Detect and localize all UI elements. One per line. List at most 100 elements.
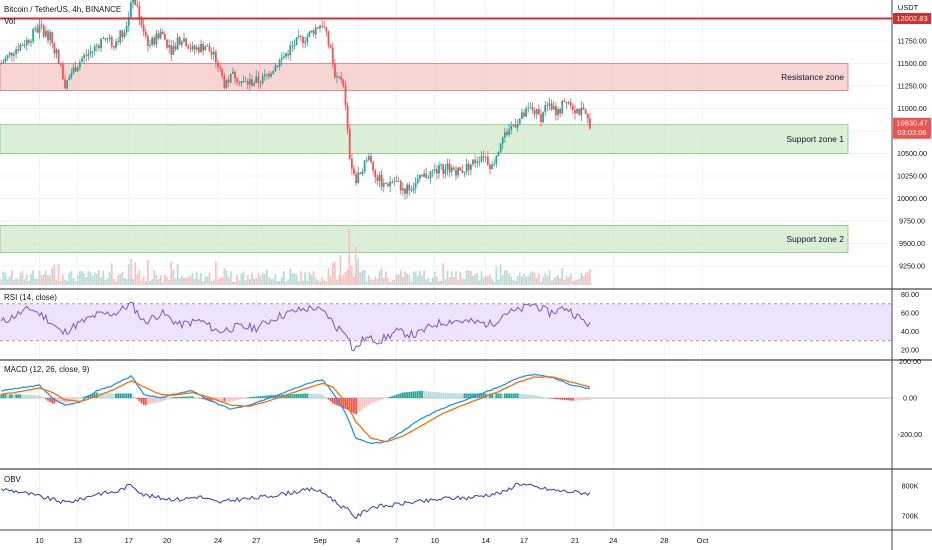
macd-hist-bar — [8, 394, 11, 398]
macd-hist-bar — [431, 391, 434, 398]
candle-body — [183, 38, 185, 42]
macd-hist-bar — [588, 398, 591, 400]
support-zone-1-label: Support zone 1 — [786, 134, 844, 144]
volume-bar — [499, 264, 502, 285]
macd-axis[interactable]: 200.00 0.00 -200.00 — [898, 357, 922, 439]
candle-body — [259, 82, 262, 84]
candle-body — [13, 54, 15, 56]
macd-hist-bar — [287, 394, 290, 398]
volume-bar — [55, 279, 58, 285]
candle-body — [584, 109, 587, 114]
volume-bar — [176, 263, 179, 285]
macd-hist-bar — [246, 397, 249, 399]
macd-hist-bar — [151, 398, 154, 404]
candle-body — [554, 106, 557, 116]
volume-bar — [338, 275, 341, 285]
macd-hist-bar — [452, 393, 455, 398]
candle-body — [327, 31, 330, 45]
volume-bar — [384, 271, 387, 285]
candle-body — [484, 156, 487, 158]
candle-body — [119, 30, 122, 43]
obv-axis[interactable]: 800K 700K — [902, 482, 919, 521]
macd-hist-bar — [363, 398, 366, 409]
candle-body — [582, 107, 585, 110]
macd-hist-bar — [537, 396, 540, 398]
time-tick-label: 24 — [214, 536, 222, 545]
volume-bar — [433, 271, 436, 285]
rsi-line — [0, 301, 591, 352]
macd-hist-bar — [319, 394, 321, 398]
volume-bar — [297, 281, 300, 285]
candle-body — [329, 44, 332, 48]
candle-body — [285, 53, 287, 57]
volume-bar — [314, 277, 317, 285]
candle-body — [47, 31, 49, 41]
price-tick-label: 9750.00 — [899, 217, 925, 226]
macd-hist-bar — [19, 394, 22, 398]
macd-hist-bar — [229, 398, 232, 402]
macd-hist-bar — [391, 396, 394, 398]
macd-hist-bar — [242, 398, 245, 399]
candle-body — [34, 28, 37, 30]
candle-body — [293, 44, 296, 46]
candle-body — [448, 163, 451, 173]
candle-body — [59, 63, 62, 65]
candle-body — [212, 51, 215, 55]
candle-body — [457, 167, 460, 176]
candle-body — [489, 164, 491, 170]
candle-body — [319, 25, 321, 29]
volume-bar — [206, 276, 209, 285]
macd-hist-bar — [123, 393, 126, 398]
volume-bar — [219, 277, 222, 285]
candle-body — [4, 58, 7, 62]
price-tick-label: 11000.00 — [897, 104, 926, 113]
volume-bar — [134, 262, 137, 285]
candle-body — [121, 30, 124, 38]
volume-bar — [452, 276, 455, 285]
candle-body — [112, 46, 115, 48]
time-tick-label: Sep — [313, 536, 326, 545]
resistance-zone — [0, 63, 849, 91]
time-tick-label: 24 — [609, 536, 617, 545]
macd-hist-bar — [61, 398, 64, 404]
svg-text:03:03:06: 03:03:06 — [897, 128, 926, 137]
candle-body — [306, 36, 309, 42]
macd-hist-bar — [503, 393, 506, 398]
volume-bar — [469, 271, 472, 285]
candle-body — [151, 37, 154, 46]
time-axis[interactable]: 10 13 17 20 24 27 Sep 4 7 10 14 17 21 24 28 Oct — [35, 536, 709, 545]
rsi-axis[interactable]: 80.00 60.00 40.00 20.00 — [901, 290, 919, 355]
volume-bar — [98, 270, 100, 285]
volume-bar — [195, 271, 198, 285]
candle-body — [57, 49, 60, 64]
macd-hist-bar — [353, 398, 355, 414]
volume-bar — [361, 270, 364, 285]
volume-bar — [87, 271, 90, 285]
candle-body — [223, 76, 226, 88]
macd-hist-bar — [395, 394, 398, 398]
volume-bar — [354, 247, 357, 285]
macd-hist-bar — [244, 398, 247, 399]
macd-hist-bar — [448, 392, 451, 398]
candle-body — [219, 66, 222, 69]
macd-hist-bar — [463, 393, 466, 398]
time-tick-label: Oct — [697, 536, 710, 545]
volume-bar — [387, 278, 389, 285]
macd-hist-bar — [200, 398, 202, 399]
volume-bar — [295, 274, 298, 285]
candle-body — [32, 29, 35, 42]
rsi-tick-label: 40.00 — [901, 327, 919, 336]
macd-hist-bar — [412, 391, 415, 398]
volume-bar — [546, 275, 549, 285]
macd-hist-bar — [478, 393, 481, 398]
volume-bar — [389, 281, 392, 285]
macd-hist-bar — [576, 398, 579, 401]
volume-bar — [212, 279, 215, 285]
candle-body — [61, 64, 64, 80]
volume-bar — [580, 273, 583, 285]
volume-bar — [102, 270, 105, 285]
macd-hist-bar — [455, 393, 457, 398]
volume-bar — [274, 273, 277, 285]
